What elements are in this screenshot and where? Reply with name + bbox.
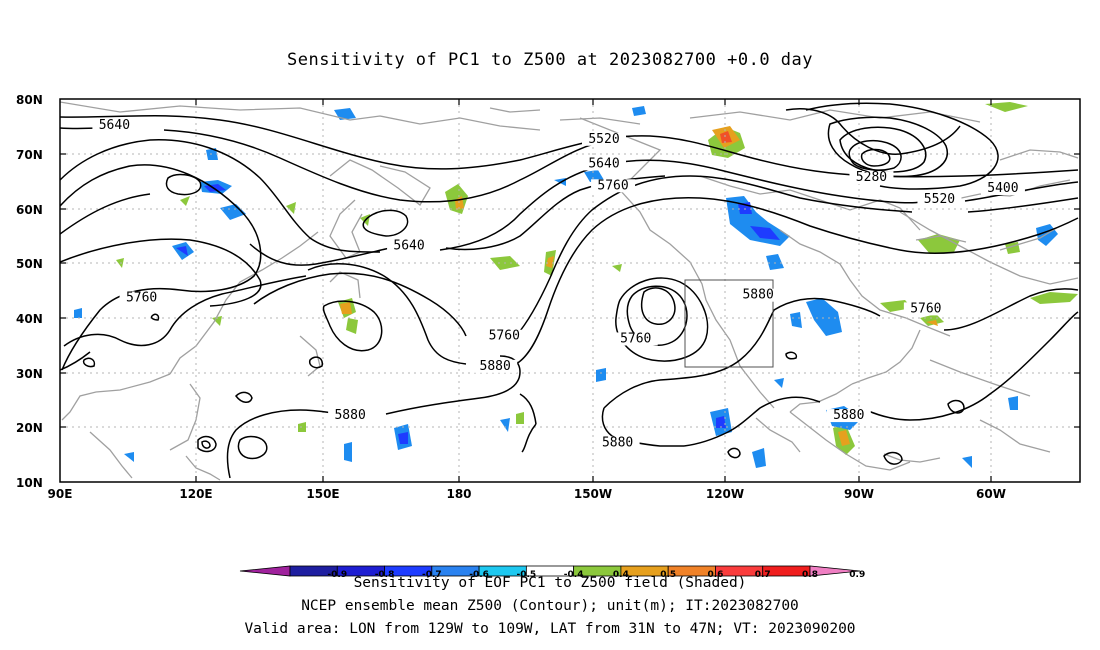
colorbar-tick-label: -0.7 — [422, 570, 442, 580]
colorbar-tick-label: -0.5 — [517, 570, 537, 580]
contour-label-bg — [903, 302, 948, 316]
contour-label: 5640 — [588, 156, 619, 171]
colorbar: -0.9 -0.8 -0.7 -0.6 -0.5 -0.4 0.4 0.5 0.6 0.7 0.8 0… — [239, 565, 865, 580]
colorbar-tick-label: 0.9 — [849, 570, 865, 580]
contour-label-bg — [582, 132, 626, 146]
contour-label: 5880 — [602, 435, 633, 450]
lon-label: 180 — [446, 487, 471, 501]
red-patches — [720, 131, 732, 143]
contour-label: 5760 — [126, 290, 157, 305]
lat-label: 60N — [16, 203, 43, 217]
contour-label-bg — [849, 171, 894, 185]
colorbar-tick-label: 0.7 — [755, 570, 771, 580]
contour-label-bg — [613, 332, 658, 346]
contour-label-bg — [482, 329, 527, 343]
contour-label: 5880 — [334, 408, 365, 423]
contour-label-bg — [473, 359, 518, 373]
lat-label: 10N — [16, 476, 43, 490]
lat-label: 30N — [16, 367, 43, 381]
colorbar-tick-label: -0.9 — [327, 570, 347, 580]
colorbar-tick-label: 0.8 — [802, 570, 818, 580]
colorbar-tick-label: -0.4 — [564, 570, 584, 580]
contour-label: 5520 — [924, 192, 955, 207]
lon-label: 90W — [844, 487, 874, 501]
colorbar-tick-label: -0.8 — [375, 570, 395, 580]
contour-label-bg — [119, 291, 164, 305]
contour-label-bg — [917, 192, 962, 206]
contour-label-bg — [595, 436, 640, 450]
contour-label: 5520 — [588, 132, 619, 147]
caption-contour: NCEP ensemble mean Z500 (Contour); unit(… — [301, 598, 799, 614]
contour-label: 5640 — [393, 238, 424, 253]
lon-label: 120W — [706, 487, 744, 501]
contour-label: 5760 — [489, 329, 520, 344]
tick-marks — [60, 99, 1080, 482]
contour-label-bg — [736, 288, 781, 302]
valid-area-box — [684, 279, 774, 368]
colorbar-tick-label: 0.5 — [660, 570, 676, 580]
lon-label: 150E — [306, 487, 339, 501]
contour-label: 5760 — [620, 331, 651, 346]
contour-label-bg — [92, 119, 137, 133]
colorbar-tick-label: 0.6 — [707, 570, 723, 580]
lat-label: 70N — [16, 148, 43, 162]
lat-label: 80N — [16, 93, 43, 107]
colorbar-tick-label: -0.6 — [469, 570, 489, 580]
contour-label: 5760 — [910, 301, 941, 316]
lat-label: 40N — [16, 312, 43, 326]
latitude-labels: 80N 70N 60N 50N 40N 30N 20N 10N — [16, 93, 43, 490]
sensitivity-shading — [74, 102, 1078, 468]
lon-label: 120E — [179, 487, 212, 501]
lat-label: 20N — [16, 421, 43, 435]
contour-label-bg — [980, 182, 1025, 196]
contour-label: 5280 — [856, 170, 887, 185]
contour-labels: 5640 5520 5640 5760 5280 5400 5520 5640 5760 5760… — [92, 118, 1025, 450]
contour-label-bg — [591, 179, 636, 193]
lon-label: 60W — [976, 487, 1006, 501]
contour-label: 5880 — [742, 288, 773, 303]
lon-label: 150W — [574, 487, 612, 501]
contour-label-bg — [387, 239, 432, 253]
lon-label: 90E — [48, 487, 73, 501]
contour-label: 5640 — [99, 118, 130, 133]
contour-label: 5760 — [597, 178, 628, 193]
contour-label: 5880 — [480, 359, 511, 374]
longitude-labels: 90E 120E 150E 180 150W 120W 90W 60W — [48, 487, 1006, 501]
contour-label: 5400 — [987, 181, 1018, 196]
map-panel — [60, 99, 1080, 482]
caption-valid-area: Valid area: LON from 129W to 109W, LAT f… — [244, 621, 856, 637]
contour-label-bg — [582, 157, 626, 171]
contour-label-bg — [328, 409, 373, 423]
lat-label: 50N — [16, 257, 43, 271]
map-frame — [59, 98, 1081, 483]
colorbar-tick-label: 0.4 — [613, 570, 629, 580]
colorbar-high-arrow — [809, 565, 861, 577]
caption-shading: Sensitivity of EOF PC1 to Z500 field (Sh… — [353, 575, 747, 591]
figure-title: Sensitivity of PC1 to Z500 at 2023082700… — [286, 50, 813, 70]
contour-label-bg — [826, 409, 871, 423]
contour-label: 5880 — [833, 408, 864, 423]
